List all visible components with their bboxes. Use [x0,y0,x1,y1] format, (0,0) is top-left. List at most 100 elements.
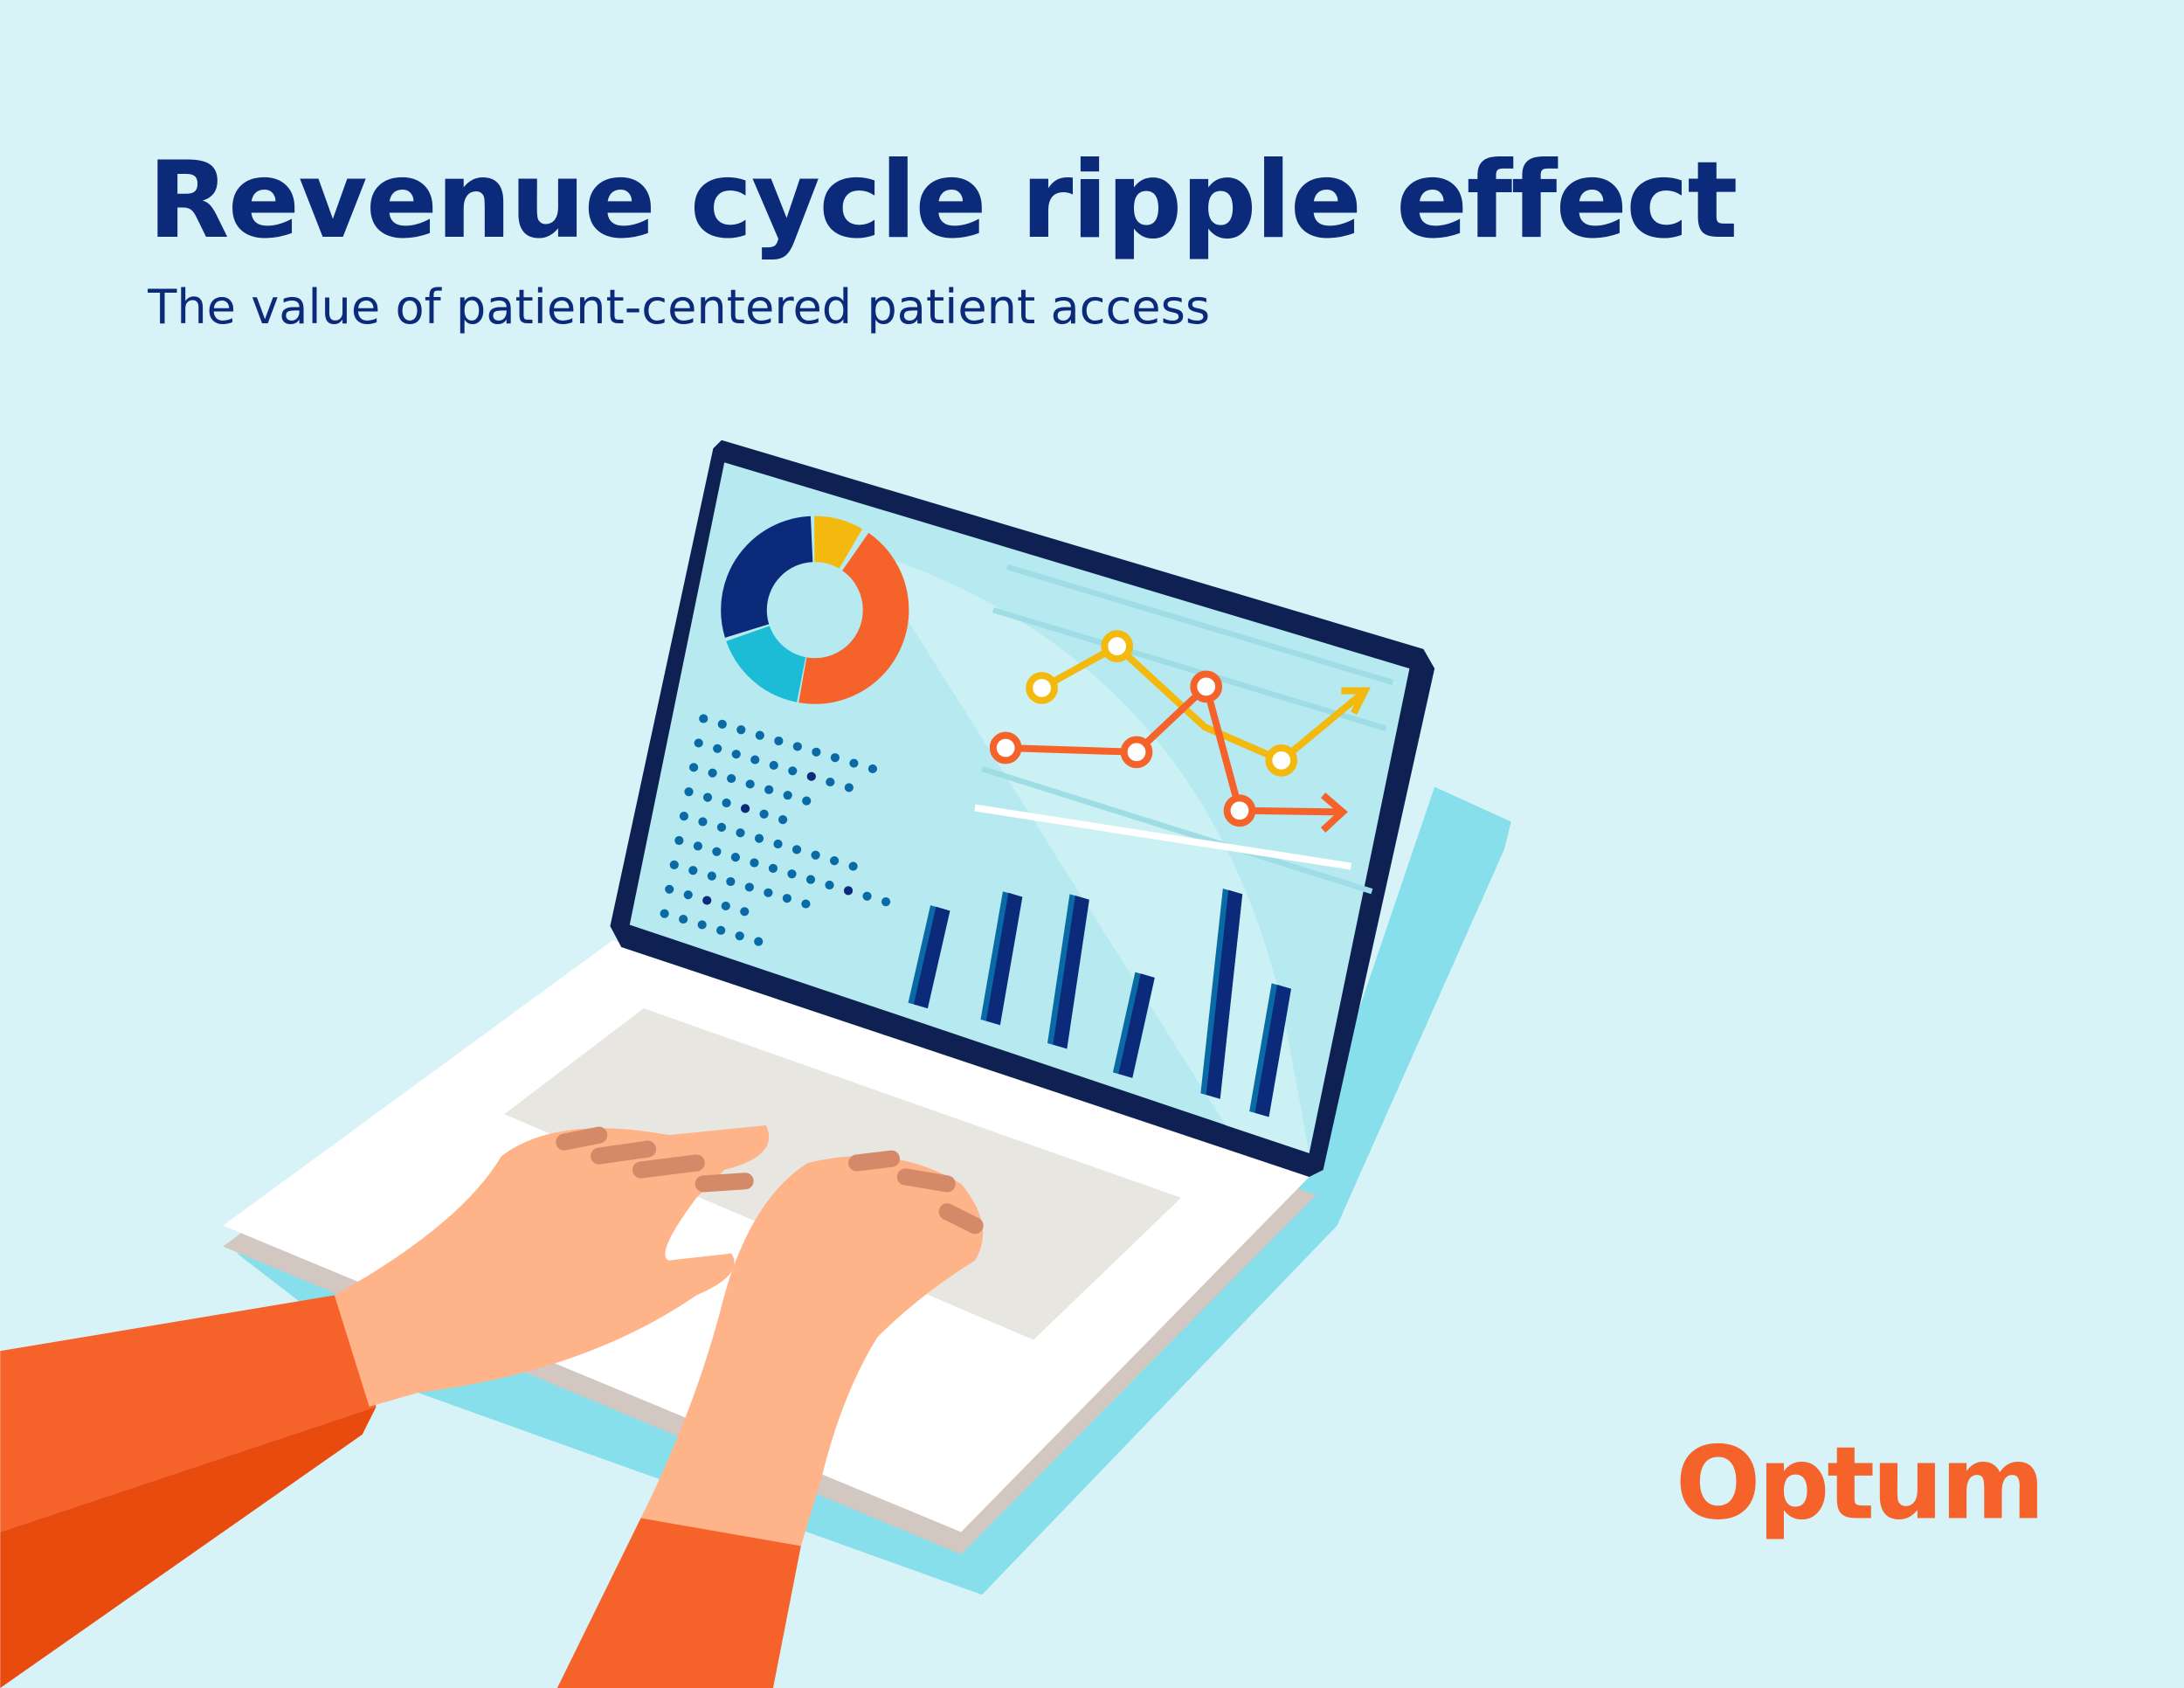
screen-rules [974,564,1394,895]
right-sleeve [556,1518,801,1688]
donut-segment [721,515,909,704]
rule [992,607,1387,731]
dot [811,850,820,860]
yellow-line [1040,641,1365,764]
dot [774,736,784,746]
dot [826,777,835,787]
dot [769,760,778,771]
dot [788,766,798,776]
point [1026,672,1058,704]
dot [862,891,872,901]
dot [674,835,684,846]
dot [731,750,741,759]
dot [778,815,788,825]
dot [717,719,727,730]
dot [812,747,821,757]
dot [716,925,726,935]
left-sleeve-shade [0,1407,377,1688]
dot [679,914,688,924]
point [1101,630,1134,662]
dot [755,730,764,740]
dot [735,931,744,941]
dot [759,809,769,819]
dot [697,920,707,930]
dot [848,861,858,871]
line-points [989,630,1298,827]
dot [693,841,702,851]
bar-shade [1206,889,1243,1099]
dot [736,828,745,838]
dot [750,858,759,868]
dot [750,755,760,764]
dot [702,896,712,905]
dot [806,771,816,781]
bar-shade [913,906,950,1009]
dot [708,768,717,778]
dot [694,738,703,748]
dot [782,894,792,903]
dot [669,860,679,870]
dot [773,839,783,849]
title: Revenue cycle ripple effect [148,139,1737,262]
knuckles [848,1150,984,1235]
dot [745,779,755,789]
dot [829,856,840,866]
dot [722,798,731,808]
dot [740,804,750,813]
dot [698,817,708,827]
dot [702,792,713,802]
dot [736,725,746,735]
yellow-arrow [1341,687,1371,715]
dot-rows [660,714,891,946]
dot [881,897,891,907]
dot [843,886,854,896]
dot [740,907,750,917]
rule [974,804,1352,870]
dot [801,899,811,909]
dot [744,882,754,892]
dot [764,785,774,794]
bar-shade [985,892,1023,1026]
left-hand [334,1125,770,1407]
bar-shade [1254,985,1291,1117]
dot [712,847,722,856]
knuckles [556,1126,754,1193]
dot [764,888,773,897]
screen-glare [863,550,1310,1153]
dot [791,845,802,854]
dot [699,714,708,723]
dot [660,909,669,918]
point [1223,794,1256,827]
dot [665,884,674,894]
dot [688,866,698,875]
dot [787,869,797,879]
bar-shade [1118,973,1155,1078]
laptop-shadow [237,786,1511,1595]
bar-shade [1053,895,1089,1049]
dot [688,763,699,772]
dot [726,876,736,887]
point [1120,736,1153,769]
dot [713,744,722,753]
rule [1006,564,1394,686]
dot [768,863,778,873]
dot [867,764,878,774]
dot [727,773,736,784]
dot [849,758,859,768]
dot [721,901,730,911]
dot [792,742,802,751]
point [1265,744,1298,777]
dot [754,937,764,946]
screen-bars [908,889,1291,1117]
subtitle: The value of patient-centered patient ac… [147,280,1210,335]
point [1190,670,1223,703]
dot [825,880,834,890]
donut [721,515,909,704]
dot [707,871,716,881]
dot [830,753,840,763]
dot [684,787,694,797]
donut-segment [721,515,909,704]
dot [716,822,727,832]
dot [679,812,689,821]
